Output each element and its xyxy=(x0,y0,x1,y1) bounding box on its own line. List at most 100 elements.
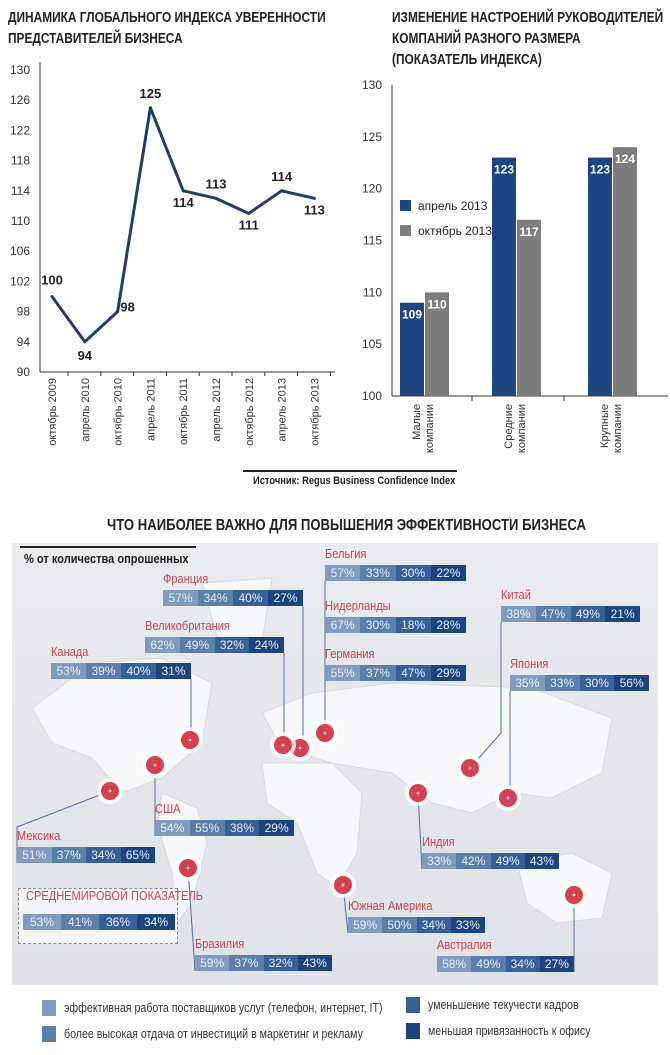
title-line: ДИНАМИКА ГЛОБАЛЬНОГО ИНДЕКСА УВЕРЕННОСТИ xyxy=(8,10,326,26)
country-name: Бразилия xyxy=(195,936,245,951)
data-point xyxy=(50,295,54,298)
country-values-bar: 67% 30% 18% 28% xyxy=(325,617,466,633)
data-label: 111 xyxy=(239,217,259,232)
line-chart: 130 126 122 118 114 110 106 102 98 94 90 октябрь 20… xyxy=(10,62,335,446)
country-values-bar: 58% 49% 34% 27% xyxy=(437,956,574,972)
y-tick-label: 106 xyxy=(10,244,30,258)
marker-center xyxy=(416,791,420,795)
value-cell: 41% xyxy=(61,914,99,930)
legend-swatch xyxy=(406,997,420,1013)
bar xyxy=(613,147,637,396)
x-tick-label: апрель 2011 xyxy=(145,378,157,441)
legend-label: эффективная работа поставщиков услуг (те… xyxy=(64,1001,383,1015)
marker-center xyxy=(153,763,157,767)
value-cell: 24% xyxy=(249,637,284,653)
unit-label: % от количества опрошенных xyxy=(24,551,189,566)
data-point xyxy=(181,189,185,193)
title-line: ПРЕДСТАВИТЕЛЕЙ БИЗНЕСА xyxy=(8,31,183,47)
value-cell: 30% xyxy=(360,617,396,633)
legend-swatch xyxy=(406,1023,420,1039)
marker-center xyxy=(188,738,192,742)
value-cell: 32% xyxy=(263,955,298,971)
y-tick-label: 130 xyxy=(10,63,30,77)
value-cell: 18% xyxy=(395,617,431,633)
y-tick-label: 100 xyxy=(362,389,382,403)
data-label: 114 xyxy=(271,169,293,184)
country-name: СРЕДНЕМИРОВОЙ ПОКАЗАТЕЛЬ xyxy=(26,888,204,903)
bar xyxy=(517,219,541,396)
data-label: 94 xyxy=(78,348,93,363)
data-label: 114 xyxy=(173,195,195,210)
country-name: США xyxy=(155,801,181,816)
data-point xyxy=(148,106,152,110)
line-chart-title: ДИНАМИКА ГЛОБАЛЬНОГО ИНДЕКСА УВЕРЕННОСТИ… xyxy=(8,8,326,50)
country-values-bar: 53% 41% 36% 34% xyxy=(23,914,175,930)
title-line: (ПОКАЗАТЕЛЬ ИНДЕКСА) xyxy=(392,52,542,68)
x-tick-label: Малые xyxy=(411,404,423,440)
x-tick-label: октябрь 2012 xyxy=(244,378,256,446)
country-name: Канада xyxy=(51,644,89,659)
value-cell: 59% xyxy=(195,955,230,971)
y-tick-label: 118 xyxy=(11,154,30,168)
bar xyxy=(400,302,424,396)
country-values-bar: 54% 55% 38% 29% xyxy=(155,820,294,836)
value-cell: 43% xyxy=(524,853,559,869)
y-tick-label: 120 xyxy=(362,182,382,196)
series-line xyxy=(50,106,315,344)
y-tick-label: 98 xyxy=(17,305,31,319)
value-cell: 56% xyxy=(614,675,649,691)
value-cell: 34% xyxy=(505,956,540,972)
value-cell: 43% xyxy=(297,955,332,971)
country-name: Мексика xyxy=(17,828,61,843)
value-cell: 51% xyxy=(17,847,52,863)
y-tick-label: 122 xyxy=(10,123,30,137)
y-tick-label: 110 xyxy=(363,285,382,299)
leader-lines xyxy=(16,581,587,972)
value-cell: 29% xyxy=(259,820,294,836)
value-cell: 33% xyxy=(450,917,485,933)
value-cell: 22% xyxy=(430,565,466,581)
value-cell: 37% xyxy=(360,665,396,681)
value-cell: 33% xyxy=(360,565,396,581)
value-cell: 27% xyxy=(268,590,303,606)
x-tick-label: октябрь 2013 xyxy=(309,378,321,446)
value-cell: 30% xyxy=(579,675,615,691)
y-tick-label: 94 xyxy=(17,335,31,349)
country-values-bar: 38% 47% 49% 21% xyxy=(501,606,640,622)
source-note: Источник: Regus Business Confidence Inde… xyxy=(253,475,456,487)
value-cell: 38% xyxy=(224,820,260,836)
legend-label: более высокая отдача от инвестиций в мар… xyxy=(64,1027,363,1041)
value-cell: 59% xyxy=(348,917,383,933)
country-name: Китай xyxy=(501,587,531,602)
value-cell: 34% xyxy=(198,590,233,606)
country-values-bar: 59% 37% 32% 43% xyxy=(195,955,332,971)
marker-center xyxy=(323,731,327,735)
value-cell: 37% xyxy=(51,847,86,863)
country-values-bar: 35% 33% 30% 56% xyxy=(510,675,649,691)
marker-center xyxy=(298,746,302,750)
bar-value-label: 123 xyxy=(590,163,610,177)
country-values-bar: 53% 39% 40% 31% xyxy=(51,663,191,679)
y-tick-label: 126 xyxy=(10,93,30,107)
value-cell: 21% xyxy=(605,606,640,622)
world-map: % от количества опрошенных Франция 57% 34%… xyxy=(12,543,658,985)
country-name: Япония xyxy=(510,656,549,671)
value-cell: 62% xyxy=(145,637,180,653)
country-name: Бельгия xyxy=(325,546,367,561)
country-name: Нидерланды xyxy=(325,598,391,613)
data-point xyxy=(280,189,284,193)
legend-swatch xyxy=(42,1026,56,1042)
value-cell: 38% xyxy=(501,606,536,622)
data-label: 113 xyxy=(206,176,227,191)
bar-value-label: 123 xyxy=(494,163,514,177)
legend-label: уменьшение текучести кадров xyxy=(428,998,579,1012)
value-cell: 40% xyxy=(121,663,156,679)
leader-line xyxy=(187,867,196,972)
country-name: Германия xyxy=(325,646,375,661)
value-cell: 33% xyxy=(544,675,580,691)
x-tick-label: Средние xyxy=(503,404,515,449)
leader-line xyxy=(300,606,304,749)
x-tick-label: компании xyxy=(612,404,624,453)
value-cell: 49% xyxy=(570,606,606,622)
value-cell: 57% xyxy=(325,565,361,581)
